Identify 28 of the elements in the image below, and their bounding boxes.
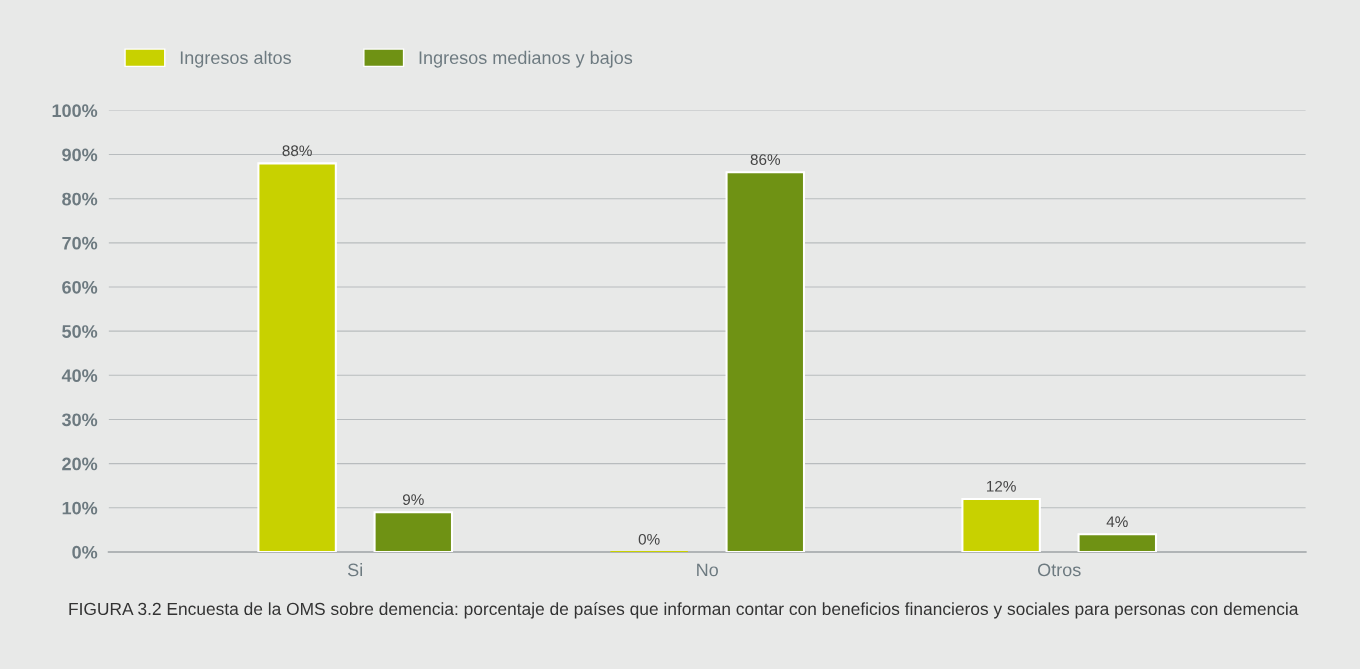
text: 9% xyxy=(402,494,424,505)
y-tick-label: 50% xyxy=(62,325,98,338)
y-tick-label: 100% xyxy=(52,104,98,118)
bar xyxy=(257,162,337,552)
y-tick-label: 60% xyxy=(62,280,98,294)
y-tick-label: 90% xyxy=(62,148,98,162)
legend-label: Ingresos medianos y bajos xyxy=(419,50,633,68)
text: 86% xyxy=(750,154,781,166)
text: FIGURA 3.2 Encuesta de la OMS sobre demencia: porcentaje de países que informan contar con beneficios financieros y sociales para personas con demencia xyxy=(69,602,1299,619)
bar xyxy=(373,511,454,552)
text: 12% xyxy=(987,480,1016,492)
text: 0% xyxy=(638,533,660,545)
x-tick-label: Si xyxy=(347,563,363,577)
y-tick-label: 70% xyxy=(62,236,98,250)
text: 4% xyxy=(1106,516,1128,528)
y-tick-label: 40% xyxy=(61,369,98,383)
bar xyxy=(1077,533,1158,552)
y-tick-label: 30% xyxy=(61,413,98,427)
bar xyxy=(961,497,1041,552)
y-tick-label: 0% xyxy=(72,545,98,559)
y-tick-label: 20% xyxy=(62,457,98,471)
bar xyxy=(725,171,806,552)
x-tick-label: No xyxy=(697,563,718,577)
x-tick-label: Otros xyxy=(1037,563,1081,577)
text: 88% xyxy=(282,145,312,157)
y-tick-label: 80% xyxy=(62,192,98,206)
legend-label: Ingresos altos xyxy=(180,50,291,68)
y-tick-label: 10% xyxy=(62,501,98,515)
